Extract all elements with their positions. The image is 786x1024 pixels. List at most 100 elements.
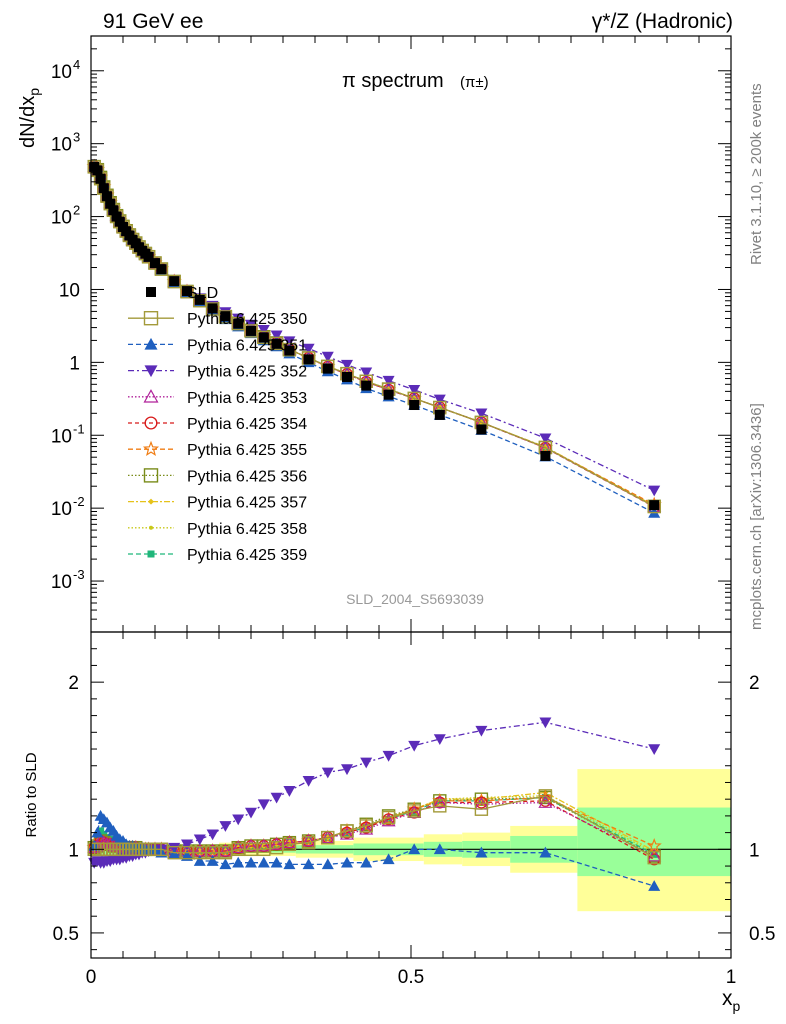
legend-label: Pythia 6.425 356 (187, 468, 307, 485)
marker-square-open (647, 850, 661, 865)
ratio-y-tick-label-right: 2 (749, 673, 760, 694)
series-line (93, 166, 655, 508)
series-line (93, 721, 655, 864)
marker-square (361, 380, 372, 391)
marker-triangle-down (283, 336, 296, 348)
marker-square-open (154, 262, 169, 276)
marker-square (150, 258, 160, 269)
marker-triangle-open (269, 837, 284, 850)
marker-triangle-up (360, 856, 373, 868)
marker-square-small (147, 550, 155, 558)
marker-star-open (406, 801, 422, 816)
marker-square-open (205, 845, 220, 860)
rivet-label: Rivet 3.1.10, ≥ 200k events (748, 83, 765, 265)
y-tick-label-exponent: -3 (73, 567, 85, 582)
marker-square (434, 409, 445, 420)
marker-square-open (269, 336, 284, 351)
marker-triangle-open (282, 835, 297, 849)
y-tick-label: 10 (51, 62, 72, 83)
marker-triangle-down (144, 365, 158, 378)
marker-square-open (433, 799, 447, 813)
marker-square (111, 211, 122, 222)
marker-triangle-up (144, 337, 158, 350)
series-line (93, 166, 655, 508)
marker-triangle-down (232, 814, 245, 826)
marker-square-open (282, 343, 297, 357)
ratio-y-label: Ratio to SLD (23, 752, 40, 837)
y-tick-label: 10 (59, 280, 80, 301)
main-series-7 (87, 159, 661, 514)
y-axis-label-main: dN/dx (17, 96, 39, 148)
ratio-series-layer (86, 717, 662, 891)
mcplots-label: mcplots.cern.ch [arXiv:1306.3436] (748, 403, 765, 630)
analysis-watermark: SLD_2004_S5693039 (346, 591, 484, 607)
marker-square-open (474, 802, 489, 816)
marker-triangle-down (408, 385, 421, 396)
marker-triangle-down (283, 786, 296, 797)
series-line (93, 166, 655, 508)
legend-label: Pythia 6.425 350 (187, 311, 307, 328)
main-series-8 (91, 163, 658, 509)
legend-label: Pythia 6.425 357 (187, 495, 307, 512)
marker-square (146, 287, 156, 297)
ratio-y-tick-label-right: 1 (749, 840, 760, 861)
chart-title: π spectrum (342, 70, 444, 92)
y-tick-label-exponent: -1 (73, 421, 85, 436)
marker-circle-open (144, 416, 158, 430)
legend-label: Pythia 6.425 354 (187, 416, 307, 433)
y-tick-label-exponent: 4 (73, 57, 80, 72)
marker-triangle-up (283, 858, 296, 870)
y-tick-label-exponent: 3 (73, 130, 80, 145)
process-label: γ*/Z (Hadronic) (592, 10, 733, 33)
marker-triangle-down (341, 359, 353, 371)
marker-triangle-up (270, 856, 283, 868)
series-line (93, 165, 655, 507)
marker-square-open (205, 302, 220, 316)
legend-label: Pythia 6.425 352 (187, 364, 307, 381)
marker-square (322, 363, 333, 374)
marker-square-open (340, 824, 354, 838)
marker-square-open (244, 842, 258, 857)
marker-square (271, 338, 282, 349)
marker-triangle-up (257, 856, 270, 868)
y-tick-label: 1 (69, 353, 80, 374)
marker-square-open (180, 285, 194, 299)
chart-title-suffix: (π±) (460, 74, 489, 91)
marker-triangle-open (256, 838, 271, 852)
marker-triangle-down (257, 324, 270, 336)
marker-square-open (244, 324, 258, 338)
marker-square (220, 311, 231, 322)
y-tick-label: 10 (51, 426, 72, 447)
marker-square (233, 318, 244, 329)
series-line (93, 166, 655, 507)
marker-square-open (321, 830, 335, 845)
main-series-4 (87, 159, 662, 513)
marker-triangle-down (321, 351, 334, 363)
marker-square-open (143, 468, 159, 483)
band-inner (577, 807, 731, 877)
marker-star-open (646, 838, 662, 853)
legend-label: Pythia 6.425 353 (187, 390, 307, 407)
marker-triangle-down (382, 750, 395, 762)
marker-triangle-open (301, 833, 316, 847)
series-line (93, 166, 655, 507)
marker-triangle-down (219, 821, 232, 832)
marker-triangle-down (270, 330, 283, 342)
energy-label: 91 GeV ee (103, 10, 203, 33)
ratio-axes-layer: 0.5 0.5 1 1 2 2 0 0.5 1 (53, 631, 775, 988)
marker-square (246, 325, 256, 336)
marker-triangle-open (359, 822, 374, 835)
marker-square-open (180, 845, 194, 860)
marker-square (284, 345, 295, 356)
marker-square-open (218, 845, 233, 860)
marker-triangle-up (341, 856, 353, 868)
marker-triangle-up (193, 855, 206, 866)
marker-triangle-up (232, 856, 245, 868)
marker-square (342, 371, 352, 382)
ratio-y-tick-label: 2 (68, 673, 79, 694)
legend-label: Pythia 6.425 358 (187, 521, 307, 538)
marker-triangle-down (648, 485, 661, 497)
marker-triangle-open (381, 813, 396, 827)
marker-square (102, 191, 112, 202)
main-series-9 (92, 164, 657, 509)
